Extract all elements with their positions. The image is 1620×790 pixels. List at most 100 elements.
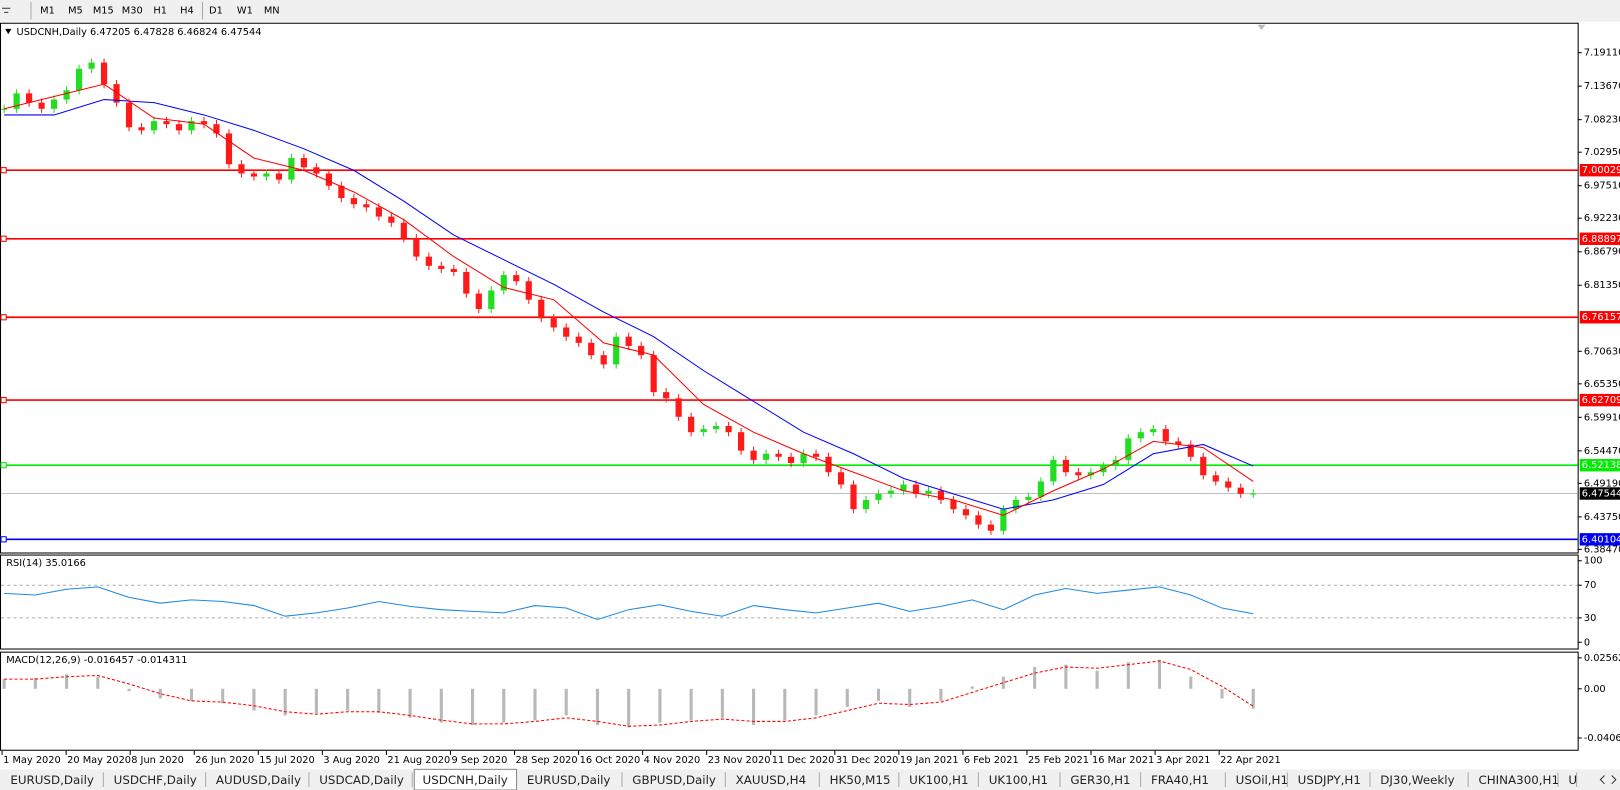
candle: [563, 327, 570, 337]
candle: [413, 238, 420, 257]
timeframe-label[interactable]: M1: [40, 5, 55, 16]
macd-bar: [720, 688, 724, 718]
tab-label[interactable]: GBPUSD,Daily: [632, 773, 716, 787]
tab-label[interactable]: DJ30,Weekly: [1380, 773, 1454, 787]
candle: [88, 62, 95, 69]
tab[interactable]: AUDUSD,Daily: [216, 772, 310, 787]
tab-label[interactable]: USDCNH,Daily: [423, 773, 508, 787]
level-label: 7.00029: [1582, 165, 1620, 176]
tab[interactable]: CHINA300,H1: [1478, 772, 1559, 787]
level-handle[interactable]: [0, 167, 7, 174]
tab-label[interactable]: UK100,H1: [989, 773, 1048, 787]
candle: [1037, 481, 1044, 497]
timeframe-label[interactable]: H1: [153, 5, 167, 16]
timeframe-label[interactable]: W1: [237, 5, 253, 16]
active-tab[interactable]: [413, 768, 518, 790]
level-handle[interactable]: [0, 396, 7, 404]
level-handle[interactable]: [0, 314, 7, 321]
tab-label[interactable]: USDCHF,Daily: [114, 773, 197, 787]
macd-panel: [0, 651, 1579, 751]
timeframe-button[interactable]: M5: [68, 5, 83, 16]
candle: [475, 293, 482, 309]
tab-label[interactable]: USDJPY,H1: [1298, 773, 1361, 787]
timeframe-button[interactable]: H1: [153, 5, 167, 16]
tab[interactable]: UK100,H1: [909, 772, 979, 787]
timeframe-label[interactable]: H4: [180, 5, 194, 16]
y-tick-label: 6.38470: [1584, 544, 1620, 555]
candle: [513, 275, 520, 282]
x-tick-label: 21 Aug 2020: [387, 755, 450, 766]
tab[interactable]: USDJPY,H1: [1298, 772, 1371, 787]
timeframe-label[interactable]: M30: [122, 5, 143, 16]
level-handle[interactable]: [0, 235, 7, 242]
tab-label[interactable]: U: [1568, 773, 1577, 787]
tab-label[interactable]: EURUSD,Daily: [527, 773, 611, 787]
rsi-line: [4, 586, 1254, 621]
tab[interactable]: USDCNH,Daily: [413, 768, 518, 790]
tab[interactable]: HK50,M15: [830, 772, 900, 787]
x-tick-label: 26 Jun 2020: [195, 755, 254, 766]
tab-label[interactable]: USOil,H1: [1236, 773, 1288, 787]
tab[interactable]: EURUSD,Daily: [527, 772, 623, 787]
candle: [1237, 487, 1244, 494]
tab[interactable]: U: [1568, 772, 1578, 787]
tab-label[interactable]: HK50,M15: [830, 773, 891, 787]
macd-bar: [2, 679, 6, 689]
tab-label[interactable]: GER30,H1: [1070, 773, 1130, 787]
tab[interactable]: XAUUSD,H4: [736, 772, 820, 787]
tab[interactable]: DJ30,Weekly: [1380, 772, 1469, 787]
chart-header: USDCNH,Daily 6.47205 6.47828 6.46824 6.4…: [17, 27, 262, 38]
candle: [650, 355, 657, 393]
rsi-title: RSI(14) 35.0166: [6, 558, 86, 569]
candle: [450, 268, 457, 273]
candle: [862, 499, 870, 510]
tab[interactable]: FRA40,H1: [1151, 772, 1226, 787]
scroll-arrow[interactable]: [1599, 775, 1617, 785]
tab-label[interactable]: XAUUSD,H4: [736, 773, 807, 787]
timeframe-label[interactable]: M15: [93, 5, 114, 16]
timeframe-label[interactable]: MN: [264, 5, 280, 16]
tab-label[interactable]: USDCAD,Daily: [319, 773, 404, 787]
timeframe-label[interactable]: D1: [209, 5, 223, 16]
candle: [688, 416, 695, 433]
tab[interactable]: EURUSD,Daily: [10, 772, 104, 787]
level-handle[interactable]: [0, 536, 7, 543]
x-tick-label: 15 Jul 2020: [259, 755, 314, 766]
timeframe-button[interactable]: D1: [209, 5, 223, 16]
candle: [200, 121, 208, 125]
candle: [762, 453, 770, 460]
tab[interactable]: UK100,H1: [989, 772, 1061, 787]
macd-bar: [252, 688, 256, 711]
timeframe-button[interactable]: M1: [40, 5, 55, 16]
candle: [588, 342, 595, 356]
candle: [100, 62, 108, 85]
tab[interactable]: USDCHF,Daily: [114, 772, 207, 787]
tab[interactable]: GBPUSD,Daily: [632, 772, 726, 787]
candle: [1187, 444, 1194, 457]
macd-bar: [189, 688, 194, 701]
tab-label[interactable]: CHINA300,H1: [1478, 773, 1559, 787]
level-label-box: [1579, 232, 1620, 245]
timeframe-button[interactable]: H4: [180, 2, 204, 20]
level-handle[interactable]: [0, 462, 7, 469]
tab-label[interactable]: EURUSD,Daily: [10, 773, 94, 787]
tab-label[interactable]: UK100,H1: [909, 773, 968, 787]
candle: [775, 453, 782, 457]
candle: [438, 265, 445, 269]
timeframe-button[interactable]: MN: [264, 5, 280, 16]
tab[interactable]: USOil,H1: [1236, 772, 1288, 787]
candle: [138, 127, 145, 131]
y-tick-label: 6.86790: [1584, 247, 1620, 258]
timeframe-button[interactable]: M15: [93, 5, 114, 16]
candle: [338, 185, 345, 199]
candle: [488, 290, 495, 309]
tab[interactable]: GER30,H1: [1070, 772, 1142, 787]
timeframe-button[interactable]: M30: [122, 5, 143, 16]
timeframe-button[interactable]: W1: [237, 5, 253, 16]
tab-label[interactable]: FRA40,H1: [1151, 773, 1209, 787]
tab-label[interactable]: AUDUSD,Daily: [216, 773, 301, 787]
timeframe-label[interactable]: M5: [68, 5, 83, 16]
candle: [188, 121, 195, 131]
tab[interactable]: USDCAD,Daily: [319, 772, 413, 787]
y-tick-label: 6.97510: [1584, 181, 1620, 192]
